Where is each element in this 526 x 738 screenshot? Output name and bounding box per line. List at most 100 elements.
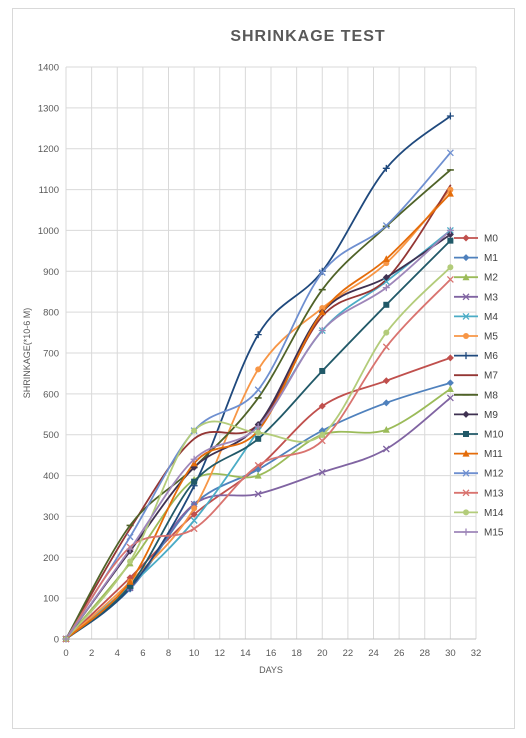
- x-tick-label: 10: [189, 648, 200, 659]
- data-point-m6: [254, 331, 262, 339]
- legend-label: M5: [484, 332, 498, 343]
- data-point-m5: [319, 305, 326, 312]
- legend-label: M12: [484, 469, 504, 480]
- legend-item-m14: M14: [454, 508, 504, 519]
- data-point-m5: [191, 505, 198, 512]
- data-point-m15: [446, 226, 454, 234]
- data-point-m14: [127, 558, 134, 565]
- x-tick-label: 16: [266, 648, 277, 659]
- data-point-m5: [447, 186, 454, 193]
- x-tick-label: 20: [317, 648, 328, 659]
- legend-item-m6: M6: [454, 351, 498, 362]
- legend-item-m2: M2: [454, 273, 498, 284]
- data-point-m9: [446, 231, 454, 239]
- x-tick-label: 28: [419, 648, 430, 659]
- data-point-m4: [382, 278, 390, 285]
- data-point-m2: [382, 426, 390, 433]
- legend-marker: [462, 410, 470, 418]
- legend-label: M10: [484, 430, 504, 441]
- legend-item-m12: M12: [454, 469, 504, 480]
- legend-marker: [462, 352, 470, 360]
- data-point-m2: [446, 385, 454, 392]
- x-tick-label: 22: [343, 648, 354, 659]
- legend-marker: [462, 449, 470, 457]
- legend-marker: [462, 234, 470, 242]
- legend-item-m8: M8: [454, 390, 498, 401]
- y-tick-label: 1100: [39, 185, 59, 196]
- legend-item-m7: M7: [454, 371, 498, 382]
- legend-marker: [463, 509, 469, 516]
- data-point-m6: [318, 267, 326, 275]
- data-point-m15: [190, 455, 198, 463]
- data-point-m15: [382, 284, 390, 292]
- legend-item-m3: M3: [454, 292, 498, 303]
- x-axis-label: DAYS: [259, 665, 283, 675]
- data-point-m1: [446, 379, 454, 387]
- data-point-m12: [382, 222, 390, 229]
- x-tick-label: 0: [63, 648, 68, 659]
- data-point-m3: [446, 394, 454, 402]
- legend-item-m1: M1: [454, 253, 498, 264]
- x-tick-label: 32: [471, 648, 482, 659]
- data-point-m15: [126, 545, 134, 553]
- data-point-m2: [254, 471, 262, 479]
- data-point-m3: [254, 490, 262, 498]
- x-tick-label: 4: [115, 648, 120, 659]
- data-point-m14: [319, 431, 326, 438]
- y-axis-ticks: 0 100 200 300 400 500 600 700 800 900 1000 1100 1200…: [38, 63, 59, 646]
- data-point-m14: [255, 429, 262, 436]
- data-point-m11: [126, 578, 134, 585]
- legend-marker: [462, 489, 470, 497]
- y-tick-label: 600: [43, 389, 59, 400]
- chart-frame: [12, 8, 515, 729]
- legend-marker: [462, 273, 470, 281]
- x-axis-ticks: 0 2 4 6 8 10 12 14 16 18 20 22 24 26 28 30 32: [63, 648, 481, 659]
- data-point-m10: [127, 582, 134, 589]
- y-tick-label: 0: [54, 635, 59, 646]
- legend-label: M9: [484, 410, 498, 421]
- y-tick-label: 500: [43, 430, 59, 441]
- legend-item-m11: M11: [454, 449, 503, 460]
- legend-marker: [463, 333, 469, 339]
- y-tick-label: 1000: [38, 226, 59, 237]
- y-tick-label: 800: [43, 308, 59, 319]
- x-tick-label: 14: [240, 648, 251, 659]
- data-point-m11: [446, 189, 454, 197]
- legend-item-m4: M4: [454, 312, 498, 323]
- legend-item-m9: M9: [454, 410, 498, 421]
- legend-item-m15: M15: [454, 528, 504, 539]
- data-point-m13: [318, 437, 326, 445]
- data-point-m10: [319, 367, 326, 374]
- legend-label: M8: [484, 390, 498, 401]
- legend-marker: [462, 293, 470, 301]
- data-point-m12: [446, 149, 454, 157]
- y-tick-label: 1300: [38, 103, 59, 114]
- x-tick-label: 26: [394, 648, 405, 659]
- x-tick-label: 18: [291, 648, 302, 659]
- x-tick-label: 8: [166, 648, 171, 659]
- legend-label: M7: [484, 371, 498, 382]
- legend: M0 M1 M2 M3 M4 M5 M6 M7 M8 M9 M10 M11 M12 M13 M14 M15: [454, 234, 504, 539]
- data-point-m11: [382, 255, 390, 263]
- series-line-m12: [65, 151, 452, 640]
- series-line-m8: [65, 169, 452, 640]
- data-point-m0: [190, 510, 198, 518]
- y-axis-label: SHRINKAGE(*10-6 M): [22, 308, 32, 399]
- data-point-m4: [190, 517, 198, 524]
- x-tick-label: 24: [368, 648, 379, 659]
- legend-marker: [462, 312, 470, 320]
- legend-label: M0: [484, 234, 498, 245]
- y-tick-label: 1400: [38, 63, 59, 74]
- x-tick-label: 6: [140, 648, 145, 659]
- data-point-m10: [383, 301, 390, 308]
- data-point-m12: [254, 386, 262, 394]
- y-tick-label: 300: [43, 512, 59, 523]
- data-point-m1: [382, 399, 390, 407]
- x-tick-label: 2: [89, 648, 94, 659]
- data-point-m5: [255, 366, 262, 373]
- legend-label: M13: [484, 488, 504, 499]
- legend-marker: [462, 528, 470, 536]
- data-point-m14: [191, 427, 198, 434]
- legend-marker: [462, 254, 470, 262]
